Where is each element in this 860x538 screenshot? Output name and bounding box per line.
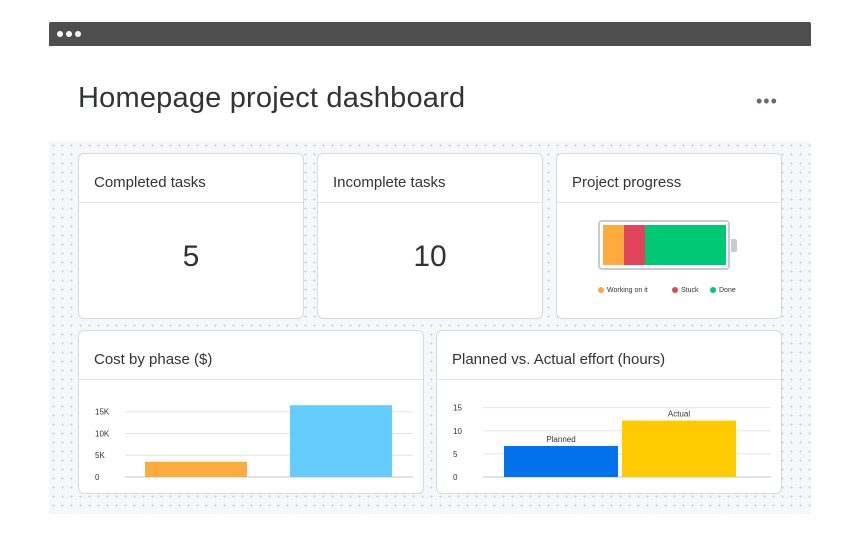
widget-divider bbox=[437, 379, 781, 380]
progress-segment-working-on-it bbox=[603, 225, 624, 265]
battery-cap bbox=[731, 239, 737, 252]
window-dot-icon[interactable] bbox=[66, 31, 72, 37]
widget-divider bbox=[557, 202, 781, 203]
y-tick-label: 10 bbox=[453, 427, 462, 436]
legend-dot-icon bbox=[598, 287, 604, 293]
dashboard-board: Completed tasks 5 Incomplete tasks 10 Pr… bbox=[49, 141, 811, 514]
chart-bar[interactable] bbox=[504, 446, 618, 477]
widget-title: Planned vs. Actual effort (hours) bbox=[452, 351, 666, 368]
progress-segment-done bbox=[645, 225, 726, 265]
incomplete-tasks-widget[interactable]: Incomplete tasks 10 bbox=[317, 153, 543, 319]
y-tick-label: 5K bbox=[95, 451, 105, 460]
bar-label: Actual bbox=[668, 410, 690, 419]
incomplete-tasks-value: 10 bbox=[413, 240, 447, 273]
project-progress-widget[interactable]: Project progress Working on it Stuck Don… bbox=[556, 153, 782, 319]
legend-label: Working on it bbox=[607, 287, 648, 294]
widget-divider bbox=[79, 202, 303, 203]
widget-title: Project progress bbox=[572, 174, 682, 191]
y-tick-label: 0 bbox=[95, 473, 100, 482]
completed-tasks-value: 5 bbox=[182, 240, 200, 273]
widget-divider bbox=[79, 379, 423, 380]
legend-label: Stuck bbox=[681, 287, 699, 294]
chart-bar[interactable] bbox=[290, 405, 392, 477]
widget-title: Completed tasks bbox=[94, 174, 206, 191]
widget-title: Cost by phase ($) bbox=[94, 351, 213, 368]
widget-title: Incomplete tasks bbox=[333, 174, 446, 191]
cost-by-phase-widget[interactable]: Cost by phase ($) 0 5K 10K 15K bbox=[78, 330, 424, 494]
legend-item-working: Working on it bbox=[598, 287, 648, 294]
y-tick-label: 10K bbox=[95, 429, 110, 438]
more-options-icon[interactable]: ••• bbox=[756, 91, 778, 111]
legend-item-stuck: Stuck bbox=[672, 287, 699, 294]
widget-divider bbox=[318, 202, 542, 203]
window-titlebar bbox=[49, 22, 811, 46]
chart-bar[interactable] bbox=[622, 420, 736, 477]
effort-bar-chart: 0 5 10 15 Planned Actual bbox=[453, 404, 771, 482]
bar-label: Planned bbox=[546, 435, 575, 444]
progress-battery bbox=[598, 220, 730, 270]
y-tick-label: 0 bbox=[453, 473, 458, 482]
y-tick-label: 15 bbox=[453, 404, 462, 413]
legend-label: Done bbox=[719, 287, 736, 294]
y-tick-label: 5 bbox=[453, 450, 458, 459]
cost-bar-chart: 0 5K 10K 15K bbox=[95, 405, 413, 482]
window-dot-icon[interactable] bbox=[75, 31, 81, 37]
legend-dot-icon bbox=[672, 287, 678, 293]
completed-tasks-widget[interactable]: Completed tasks 5 bbox=[78, 153, 304, 319]
window-dot-icon[interactable] bbox=[57, 31, 63, 37]
planned-vs-actual-widget[interactable]: Planned vs. Actual effort (hours) 0 5 10 15… bbox=[436, 330, 782, 494]
legend-item-done: Done bbox=[710, 287, 736, 294]
progress-segment-stuck bbox=[624, 225, 645, 265]
browser-window: Homepage project dashboard ••• Completed… bbox=[49, 22, 811, 514]
legend-dot-icon bbox=[710, 287, 716, 293]
page-title: Homepage project dashboard bbox=[78, 82, 466, 114]
y-tick-label: 15K bbox=[95, 408, 110, 417]
chart-bar[interactable] bbox=[145, 461, 247, 477]
